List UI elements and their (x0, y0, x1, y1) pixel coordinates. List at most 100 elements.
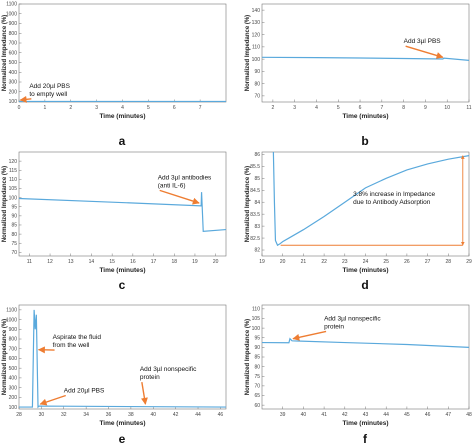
x-axis-label: Time (minutes) (342, 420, 388, 427)
annotation-text: Add 3µl antibodies (anti IL-6) (158, 174, 212, 189)
y-tick-label: 700 (9, 41, 18, 47)
y-tick-label: 100 (252, 326, 261, 332)
y-axis-label: Normalized Impedance (%) (245, 319, 251, 395)
y-tick-label: 100 (9, 195, 18, 201)
annotation-arrow (405, 45, 444, 59)
y-tick-label: 1100 (6, 308, 17, 314)
y-tick-label: 800 (9, 31, 18, 37)
y-tick-label: 90 (254, 69, 260, 75)
y-tick-label: 100 (252, 57, 261, 63)
x-tick-label: 36 (106, 412, 112, 418)
x-tick-label: 29 (466, 259, 472, 265)
y-tick-label: 65 (254, 393, 260, 399)
y-tick-label: 300 (9, 80, 18, 86)
annotation-arrow (292, 330, 327, 341)
y-tick-label: 70 (254, 94, 260, 100)
y-tick-label: 120 (9, 159, 18, 165)
x-tick-label: 4 (121, 105, 124, 111)
y-tick-label: 60 (254, 403, 260, 409)
x-tick-label: 11 (466, 105, 471, 111)
x-tick-label: 7 (380, 105, 383, 111)
x-tick-label: 11 (27, 259, 32, 265)
y-tick-label: 82 (254, 248, 260, 254)
x-tick-label: 12 (47, 259, 53, 265)
plot-frame (18, 304, 227, 410)
y-tick-label: 80 (11, 232, 17, 238)
x-tick-label: 5 (337, 105, 340, 111)
plot-frame (18, 151, 227, 257)
x-axis-label: Time (minutes) (99, 420, 145, 427)
x-tick-label: 3 (293, 105, 296, 111)
y-tick-label: 80 (254, 81, 260, 87)
x-tick-label: 46 (218, 412, 224, 418)
panel-c: 11 12 13 14 15 16 17 18 19 20 70 75 80 85 90 95 100 105 11… (2, 151, 227, 292)
series-line (272, 152, 469, 247)
x-tick-label: 15 (109, 259, 115, 265)
x-tick-label: 42 (342, 412, 348, 418)
x-tick-label: 45 (404, 412, 410, 418)
x-tick-label: 20 (213, 259, 219, 265)
x-tick-label: 9 (424, 105, 427, 111)
y-tick-label: 70 (254, 384, 260, 390)
y-axis-label: Normalized Impedance (%) (2, 319, 8, 395)
series-line (19, 309, 226, 409)
y-tick-label: 800 (9, 337, 18, 343)
y-tick-label: 90 (11, 214, 17, 220)
x-axis-label: Time (minutes) (342, 113, 388, 120)
x-tick-label: 44 (383, 412, 389, 418)
panel-e: 28 30 32 34 36 38 40 42 44 46 100 200 300 400 500 600 70… (2, 304, 227, 446)
x-tick-label: 39 (280, 412, 286, 418)
annotation-text: Add 20µl PBS to empty well (29, 83, 70, 98)
panel-label: b (361, 134, 368, 148)
annotation-text: Add 20µl PBS (64, 387, 105, 394)
panel-label: d (361, 278, 368, 292)
x-tick-label: 40 (150, 412, 156, 418)
y-tick-label: 400 (9, 70, 18, 76)
y-tick-label: 70 (11, 250, 17, 256)
x-tick-label: 0 (18, 105, 21, 111)
y-tick-label: 95 (254, 335, 260, 341)
y-tick-label: 600 (9, 356, 18, 362)
x-tick-label: 19 (259, 259, 265, 265)
x-axis-label: Time (minutes) (342, 267, 388, 274)
y-tick-label: 86 (254, 152, 260, 158)
y-axis-label: Normalized Impedance (%) (245, 166, 251, 242)
y-tick-label: 1000 (6, 11, 17, 17)
x-tick-label: 25 (383, 259, 389, 265)
x-tick-label: 13 (68, 259, 74, 265)
y-tick-label: 110 (252, 45, 260, 51)
y-tick-label: 400 (9, 376, 18, 382)
y-tick-label: 120 (252, 32, 261, 38)
x-tick-label: 1 (43, 105, 46, 111)
y-tick-label: 84.5 (250, 188, 260, 194)
y-tick-label: 140 (252, 8, 261, 14)
y-tick-label: 700 (9, 346, 18, 352)
x-tick-label: 32 (61, 412, 67, 418)
x-tick-label: 2 (272, 105, 275, 111)
x-tick-label: 21 (301, 259, 307, 265)
x-tick-label: 42 (173, 412, 179, 418)
annotation-arrow (19, 95, 32, 103)
y-tick-label: 95 (11, 204, 17, 210)
x-tick-label: 30 (39, 412, 45, 418)
x-tick-label: 2 (69, 105, 72, 111)
x-tick-label: 26 (404, 259, 410, 265)
y-tick-label: 200 (9, 395, 18, 401)
x-tick-label: 5 (147, 105, 150, 111)
y-tick-label: 300 (9, 385, 18, 391)
x-tick-label: 28 (446, 259, 452, 265)
y-tick-label: 115 (9, 168, 17, 174)
x-tick-label: 17 (151, 259, 157, 265)
y-tick-label: 80 (254, 364, 260, 370)
x-tick-label: 48 (466, 412, 472, 418)
y-tick-label: 105 (9, 186, 18, 192)
x-tick-label: 6 (359, 105, 362, 111)
x-tick-label: 34 (83, 412, 89, 418)
x-tick-label: 47 (446, 412, 452, 418)
x-tick-label: 14 (89, 259, 95, 265)
x-tick-label: 6 (173, 105, 176, 111)
annotation-arrow (159, 189, 200, 205)
y-tick-label: 110 (252, 307, 260, 313)
x-tick-label: 19 (192, 259, 198, 265)
series-line (19, 192, 226, 233)
